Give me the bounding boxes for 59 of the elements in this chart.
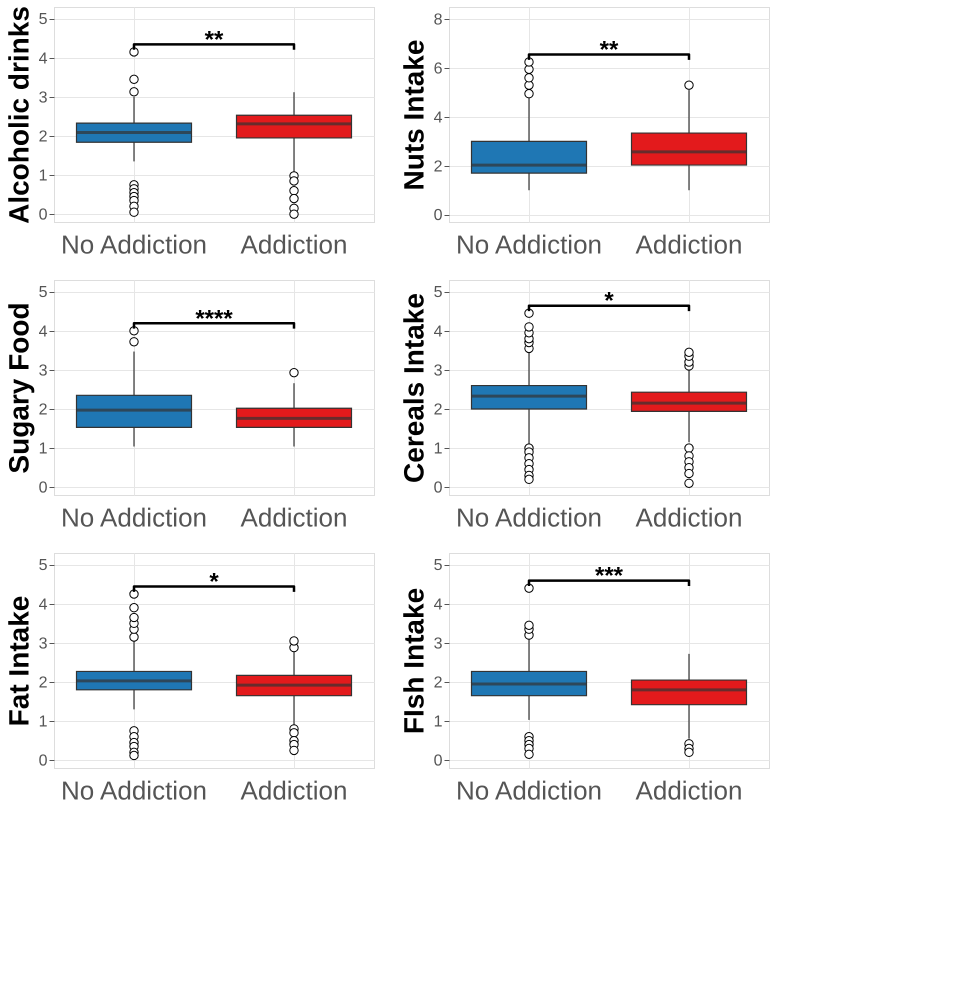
x-tick-label: Addiction: [240, 776, 348, 806]
y-axis-title: FIsh Intake: [398, 588, 430, 734]
y-tick-label: 2: [434, 402, 443, 418]
x-tick-label: No Addiction: [61, 502, 207, 532]
y-axis-title: Sugary Food: [4, 302, 35, 474]
y-tick-label: 0: [38, 480, 48, 497]
y-tick-label: 2: [38, 402, 48, 418]
y-tick-label: 6: [434, 60, 443, 78]
y-tick-label: 2: [434, 674, 443, 692]
x-tick-label: Addiction: [636, 230, 742, 260]
y-tick-label: 4: [38, 50, 48, 68]
y-tick-label: 1: [434, 714, 443, 731]
y-tick-label: 0: [38, 206, 48, 224]
x-tick-label: No Addiction: [61, 776, 207, 806]
annotation: *: [604, 288, 614, 315]
y-tick-label: 0: [434, 480, 443, 497]
y-tick-label: 3: [38, 362, 48, 380]
x-tick-label: No Addiction: [456, 230, 602, 260]
y-tick-label: 4: [434, 596, 443, 614]
y-tick-label: 4: [434, 323, 443, 340]
y-tick-label: 1: [38, 168, 48, 185]
annotation: *: [209, 568, 220, 596]
y-tick-label: 2: [38, 128, 48, 146]
x-tick-label: Addiction: [240, 230, 348, 260]
annotation: ***: [594, 562, 624, 590]
y-tick-label: 5: [38, 284, 48, 302]
annotation: **: [204, 26, 224, 54]
y-tick-label: 4: [38, 323, 48, 340]
y-tick-label: 1: [434, 440, 443, 458]
x-tick-label: No Addiction: [61, 230, 207, 260]
y-axis-title: Alcoholic drinks: [4, 6, 35, 224]
y-axis-title: Cereals Intake: [398, 293, 430, 483]
y-tick-label: 1: [38, 714, 48, 731]
y-tick-label: 1: [38, 440, 48, 458]
x-tick-label: No Addiction: [456, 776, 602, 806]
y-tick-label: 4: [434, 109, 443, 126]
y-tick-label: 3: [38, 89, 48, 106]
x-tick-label: Addiction: [636, 502, 742, 532]
x-tick-label: Addiction: [240, 502, 348, 532]
y-tick-label: 5: [38, 11, 48, 28]
y-tick-label: 4: [38, 596, 48, 614]
y-tick-label: 3: [434, 635, 443, 652]
y-tick-label: 5: [434, 284, 443, 302]
y-tick-label: 0: [434, 752, 443, 770]
x-tick-label: No Addiction: [456, 502, 602, 532]
y-tick-label: 8: [434, 12, 443, 29]
y-tick-label: 0: [434, 207, 443, 224]
y-tick-label: 3: [38, 635, 48, 652]
y-tick-label: 5: [434, 557, 443, 574]
y-tick-label: 5: [38, 557, 48, 574]
x-tick-label: Addiction: [636, 776, 742, 806]
y-tick-label: 0: [38, 752, 48, 770]
y-tick-label: 3: [434, 362, 443, 380]
y-tick-label: 2: [38, 674, 48, 692]
y-axis-title: Fat Intake: [4, 596, 35, 726]
y-axis-title: Nuts Intake: [398, 40, 430, 190]
annotation: **: [600, 36, 619, 64]
annotation: ****: [195, 305, 234, 332]
y-tick-label: 2: [434, 158, 443, 176]
